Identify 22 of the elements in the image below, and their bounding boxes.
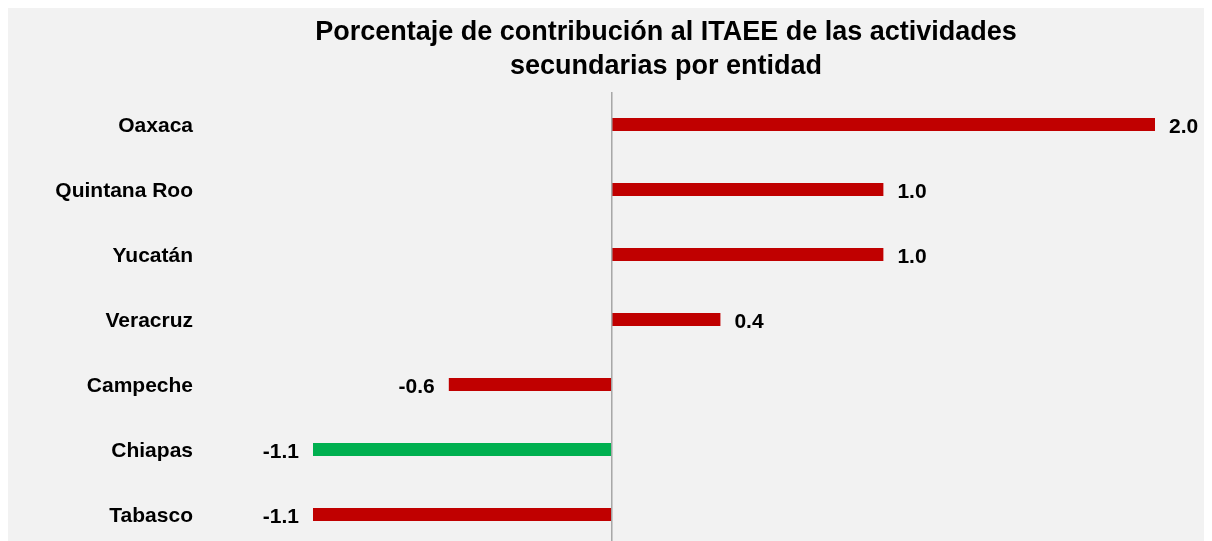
bar <box>611 183 884 196</box>
data-label: -1.1 <box>262 503 300 527</box>
data-label: 0.4 <box>734 308 764 332</box>
bar <box>448 378 612 391</box>
y-tick-label: Tabasco <box>109 502 193 526</box>
data-label: -1.1 <box>262 438 300 462</box>
data-label: 2.0 <box>1169 113 1199 137</box>
bar <box>313 508 612 521</box>
y-tick-label: Chiapas <box>111 437 193 461</box>
data-label: 1.0 <box>897 243 927 267</box>
chart-title: Porcentaje de contribución al ITAEE de las actividades secundarias por entidad <box>314 15 1018 82</box>
y-tick-label: Campeche <box>86 372 193 396</box>
y-tick-label: Oaxaca <box>118 112 194 136</box>
bar <box>313 443 612 456</box>
bar <box>611 313 721 326</box>
y-tick-label: Quintana Roo <box>55 177 193 201</box>
data-label: 1.0 <box>897 178 927 202</box>
data-label: -0.6 <box>398 373 435 397</box>
bar <box>611 118 1155 131</box>
y-tick-label: Yucatán <box>112 242 193 266</box>
bar <box>611 248 884 261</box>
y-tick-label: Veracruz <box>105 307 193 331</box>
